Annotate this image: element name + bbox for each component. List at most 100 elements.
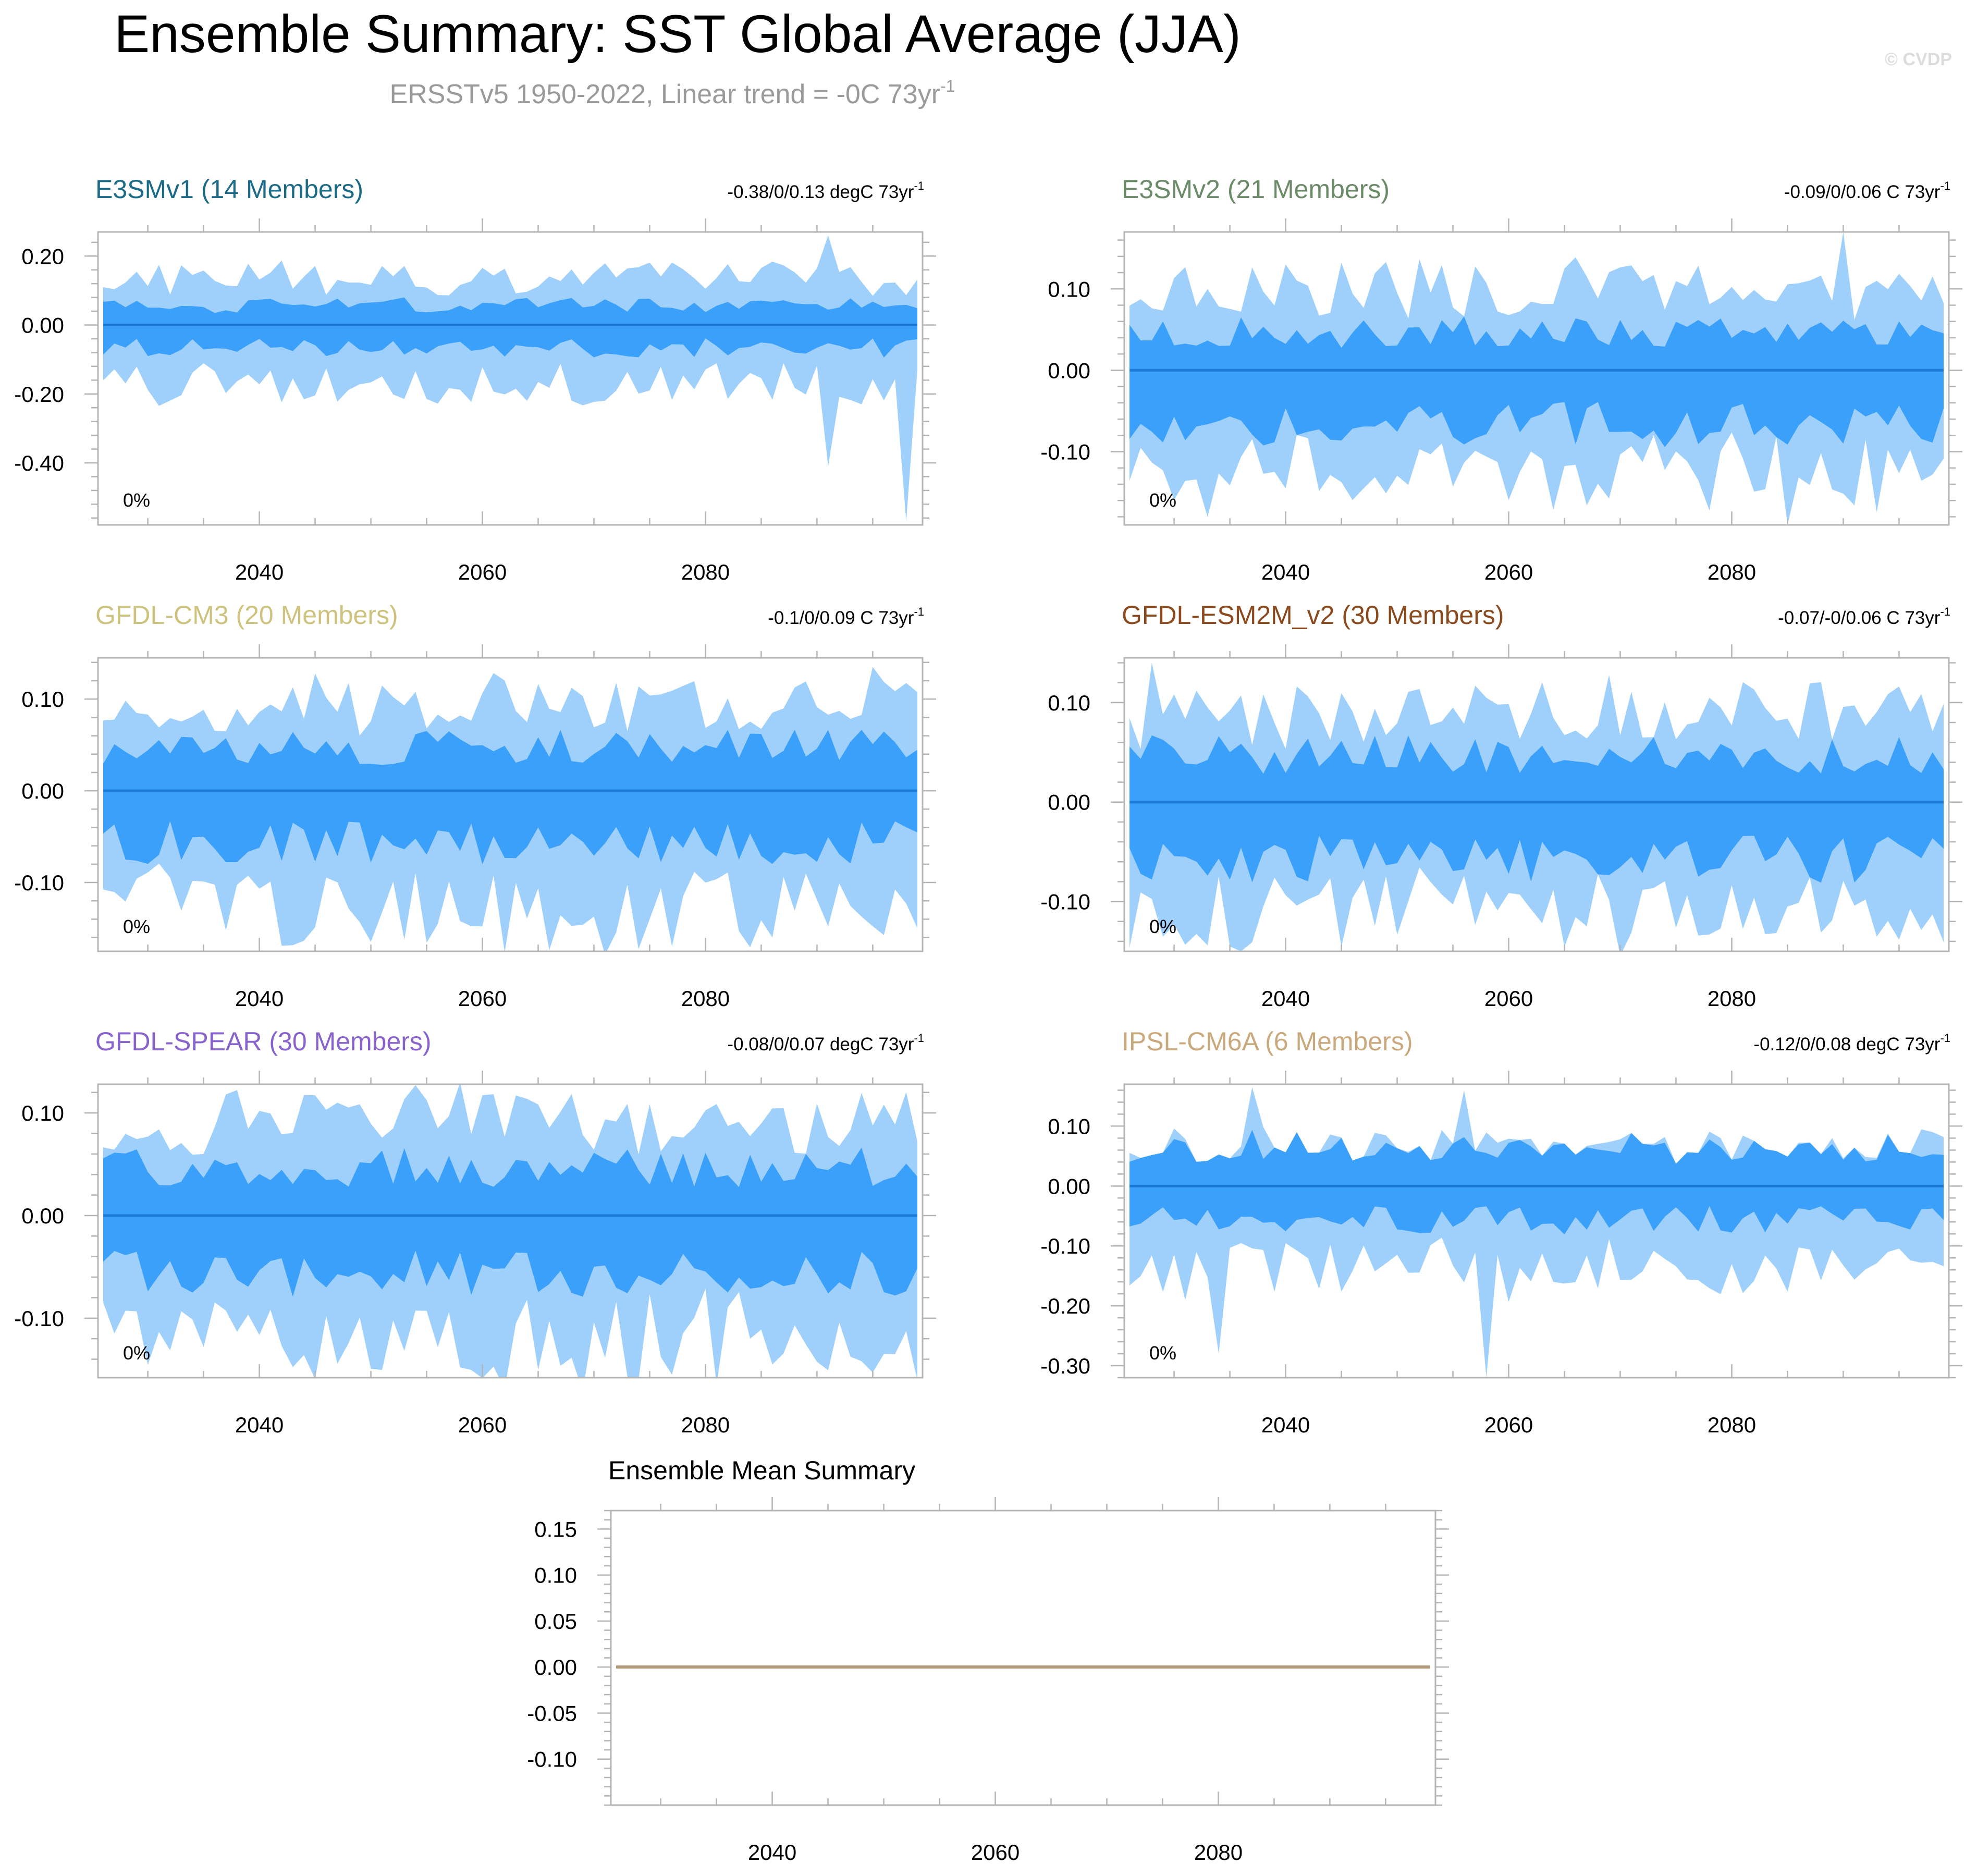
y-tick-label: -0.10 [1040, 890, 1090, 914]
figure-title: Ensemble Summary: SST Global Average (JJ… [114, 4, 1241, 64]
trend-text: -0.38/0/0.13 degC 73yr [727, 182, 914, 202]
plot-frame [1123, 231, 1950, 526]
y-tick-label: 0.00 [1048, 358, 1090, 383]
panel-title: IPSL-CM6A (6 Members) [1122, 1027, 1413, 1056]
panel-7: 2040 2060 2080 0.15 0.10 0.05 0.00 -0.05 -0.10 En… [527, 1456, 1449, 1865]
panel-title: E3SMv2 (21 Members) [1122, 175, 1390, 204]
trend-text: -0.08/0/0.07 degC 73yr [727, 1034, 914, 1055]
panel-1: 2040 2060 2080 0.20 0.00 -0.20 -0.40 E3SMv1 (14… [14, 175, 936, 584]
plot-frame [97, 231, 924, 526]
y-tick-label: 0.00 [1048, 790, 1090, 815]
trend-label: -0.1/0/0.09 C 73yr-1 [768, 605, 924, 628]
plot-frame [610, 1510, 1436, 1806]
trend-sup: -1 [914, 1032, 924, 1045]
y-tick-label: -0.10 [1040, 1234, 1090, 1258]
trend-sup: -1 [914, 605, 924, 618]
figure-subtitle: ERSSTv5 1950-2022, Linear trend = -0C 73… [390, 77, 955, 109]
y-tick-label: 0.10 [21, 687, 64, 712]
trend-sup: -1 [1940, 1032, 1950, 1045]
y-tick-label: 0.10 [1048, 277, 1090, 301]
y-tick-label: 0.05 [534, 1609, 577, 1634]
outer-spread-band [1129, 1087, 1944, 1378]
x-tick-label: 2060 [458, 560, 507, 584]
y-tick-label: 0.15 [534, 1517, 577, 1541]
x-tick-label: 2040 [235, 560, 284, 584]
corner-label: 0% [1149, 489, 1176, 511]
inner-spread-band [1129, 735, 1944, 883]
y-tick-label: 0.20 [21, 244, 64, 268]
panel-title: Ensemble Mean Summary [608, 1456, 915, 1485]
y-tick-label: 0.00 [534, 1655, 577, 1679]
trend-label: -0.07/-0/0.06 C 73yr-1 [1778, 605, 1950, 628]
y-tick-label: -0.10 [1040, 440, 1090, 464]
inner-spread-band [103, 729, 917, 865]
y-tick-label: 0.10 [534, 1563, 577, 1588]
subtitle-sup: -1 [940, 77, 955, 95]
trend-label: -0.09/0/0.06 C 73yr-1 [1784, 179, 1950, 202]
x-tick-label: 2060 [1484, 1413, 1533, 1437]
panels: 2040 2060 2080 0.20 0.00 -0.20 -0.40 E3SMv1 (14… [14, 175, 1962, 1865]
x-tick-label: 2080 [1194, 1840, 1243, 1865]
plot-area [103, 1084, 917, 1378]
y-tick-label: -0.20 [14, 382, 64, 407]
panel-title: GFDL-SPEAR (30 Members) [95, 1027, 432, 1056]
panel-title: E3SMv1 (14 Members) [95, 175, 363, 204]
y-tick-label: -0.40 [14, 451, 64, 475]
trend-sup: -1 [1940, 179, 1950, 192]
cvdp-watermark: © CVDP [1885, 50, 1952, 69]
corner-label: 0% [123, 1342, 150, 1364]
corner-label: 0% [123, 489, 150, 511]
plot-frame [1123, 657, 1950, 952]
trend-label: -0.38/0/0.13 degC 73yr-1 [727, 179, 924, 202]
panel-5: 2040 2060 2080 0.10 0.00 -0.10 GFDL-SPEAR (30 … [14, 1027, 936, 1437]
plot-area [103, 667, 917, 951]
plot-area [103, 235, 917, 522]
plot-area [1129, 1087, 1944, 1378]
y-tick-label: -0.10 [14, 870, 64, 895]
x-tick-label: 2080 [1708, 986, 1756, 1011]
panel-4: 2040 2060 2080 0.10 0.00 -0.10 GFDL-ESM2M_v2 (… [1040, 600, 1962, 1011]
y-tick-label: 0.00 [1048, 1174, 1090, 1198]
x-tick-label: 2040 [1261, 560, 1310, 584]
plot-area [1129, 232, 1944, 525]
trend-label: -0.12/0/0.08 degC 73yr-1 [1753, 1032, 1950, 1055]
x-tick-label: 2080 [1708, 1413, 1756, 1437]
y-tick-label: -0.30 [1040, 1354, 1090, 1378]
x-tick-label: 2060 [1484, 986, 1533, 1011]
y-tick-label: 0.00 [21, 313, 64, 338]
plot-frame [97, 1083, 924, 1379]
x-tick-label: 2040 [748, 1840, 796, 1865]
x-tick-label: 2060 [1484, 560, 1533, 584]
trend-label: -0.08/0/0.07 degC 73yr-1 [727, 1032, 924, 1055]
trend-text: -0.07/-0/0.06 C 73yr [1778, 608, 1941, 628]
y-tick-label: 0.10 [21, 1101, 64, 1125]
trend-text: -0.09/0/0.06 C 73yr [1784, 182, 1941, 202]
inner-spread-band [1129, 316, 1944, 447]
x-tick-label: 2080 [1708, 560, 1756, 584]
inner-spread-band [103, 297, 917, 358]
y-tick-label: 0.00 [21, 779, 64, 803]
x-tick-label: 2040 [1261, 1413, 1310, 1437]
inner-spread-band [1129, 1130, 1944, 1235]
x-tick-label: 2060 [971, 1840, 1020, 1865]
plot-frame [97, 657, 924, 952]
corner-label: 0% [1149, 916, 1176, 937]
y-tick-label: 0.00 [21, 1204, 64, 1228]
corner-label: 0% [1149, 1342, 1176, 1364]
y-tick-label: -0.10 [14, 1306, 64, 1331]
plot-area [1129, 663, 1944, 951]
panel-3: 2040 2060 2080 0.10 0.00 -0.10 GFDL-CM3 (20 Me… [14, 600, 936, 1011]
x-tick-label: 2040 [1261, 986, 1310, 1011]
x-tick-label: 2060 [458, 1413, 507, 1437]
panel-2: 2040 2060 2080 0.10 0.00 -0.10 E3SMv2 (21 Memb… [1040, 175, 1962, 584]
panel-title: GFDL-CM3 (20 Members) [95, 600, 398, 630]
subtitle-main: ERSSTv5 1950-2022, Linear trend = -0C 73… [390, 79, 940, 109]
inner-spread-band [103, 1147, 917, 1297]
trend-sup: -1 [1940, 605, 1950, 618]
x-tick-label: 2040 [235, 986, 284, 1011]
corner-label: 0% [123, 916, 150, 937]
y-tick-label: -0.05 [527, 1701, 577, 1725]
x-tick-label: 2060 [458, 986, 507, 1011]
trend-sup: -1 [914, 179, 924, 192]
trend-text: -0.12/0/0.08 degC 73yr [1753, 1034, 1940, 1055]
